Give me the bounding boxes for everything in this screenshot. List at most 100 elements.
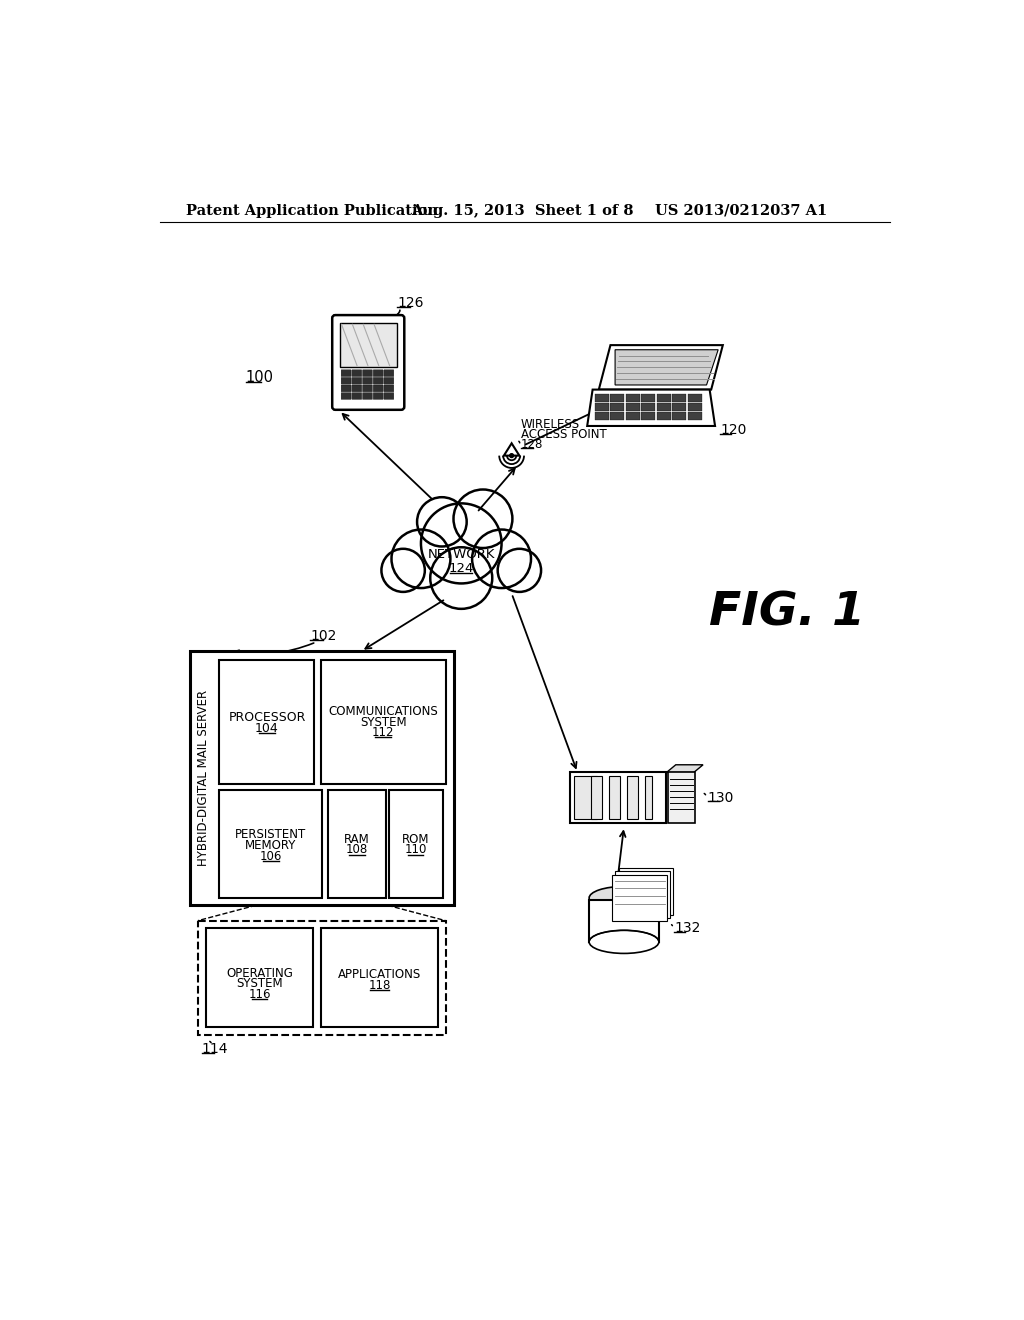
Bar bbox=[627, 776, 638, 818]
Text: 118: 118 bbox=[369, 979, 391, 991]
FancyBboxPatch shape bbox=[384, 392, 394, 400]
FancyBboxPatch shape bbox=[384, 378, 394, 384]
FancyBboxPatch shape bbox=[352, 378, 361, 384]
FancyBboxPatch shape bbox=[373, 370, 383, 376]
Bar bbox=[389, 789, 442, 898]
Text: ROM: ROM bbox=[401, 833, 429, 846]
Text: 106: 106 bbox=[260, 850, 282, 862]
Text: 112: 112 bbox=[372, 726, 394, 739]
Text: RAM: RAM bbox=[344, 833, 370, 846]
Bar bbox=[610, 395, 625, 401]
Text: 124: 124 bbox=[449, 561, 474, 574]
Bar bbox=[329, 789, 386, 898]
Text: 116: 116 bbox=[248, 989, 270, 1001]
Ellipse shape bbox=[589, 887, 658, 909]
Bar bbox=[595, 412, 609, 420]
Bar bbox=[673, 395, 686, 401]
Circle shape bbox=[417, 498, 467, 546]
Bar bbox=[206, 928, 313, 1027]
FancyBboxPatch shape bbox=[362, 385, 373, 392]
Text: PROCESSOR: PROCESSOR bbox=[228, 711, 305, 723]
Bar bbox=[688, 404, 701, 411]
Bar bbox=[688, 395, 701, 401]
Text: WIRELESS: WIRELESS bbox=[521, 418, 580, 432]
Text: PERSISTENT: PERSISTENT bbox=[236, 828, 306, 841]
Bar bbox=[340, 323, 396, 367]
Text: 108: 108 bbox=[346, 843, 368, 857]
Text: US 2013/0212037 A1: US 2013/0212037 A1 bbox=[655, 203, 827, 218]
FancyBboxPatch shape bbox=[341, 378, 351, 384]
Text: MEMORY: MEMORY bbox=[245, 838, 297, 851]
Bar bbox=[609, 776, 621, 818]
Bar bbox=[688, 412, 701, 420]
FancyBboxPatch shape bbox=[373, 392, 383, 400]
Polygon shape bbox=[504, 444, 519, 455]
Polygon shape bbox=[599, 345, 723, 389]
Circle shape bbox=[430, 548, 493, 609]
Text: 130: 130 bbox=[708, 791, 734, 804]
FancyBboxPatch shape bbox=[362, 392, 373, 400]
FancyBboxPatch shape bbox=[384, 385, 394, 392]
Bar bbox=[641, 395, 655, 401]
Text: 132: 132 bbox=[675, 921, 700, 936]
Bar bbox=[219, 660, 314, 784]
Polygon shape bbox=[618, 869, 673, 915]
FancyBboxPatch shape bbox=[362, 378, 373, 384]
Bar bbox=[673, 404, 686, 411]
Circle shape bbox=[381, 549, 425, 591]
Bar bbox=[657, 395, 671, 401]
Polygon shape bbox=[667, 764, 703, 772]
Text: 100: 100 bbox=[246, 371, 273, 385]
Circle shape bbox=[421, 503, 502, 583]
Polygon shape bbox=[615, 350, 718, 385]
Circle shape bbox=[472, 529, 531, 589]
FancyBboxPatch shape bbox=[341, 370, 351, 376]
Bar bbox=[592, 776, 602, 818]
Text: HYBRID-DIGITAL MAIL SERVER: HYBRID-DIGITAL MAIL SERVER bbox=[198, 690, 211, 866]
Bar bbox=[626, 395, 640, 401]
Circle shape bbox=[510, 454, 514, 458]
Text: 102: 102 bbox=[310, 628, 337, 643]
FancyBboxPatch shape bbox=[352, 392, 361, 400]
Circle shape bbox=[498, 549, 541, 591]
Text: 126: 126 bbox=[397, 296, 424, 310]
Ellipse shape bbox=[589, 931, 658, 953]
FancyBboxPatch shape bbox=[384, 370, 394, 376]
Text: COMMUNICATIONS: COMMUNICATIONS bbox=[329, 705, 438, 718]
Text: 120: 120 bbox=[721, 422, 746, 437]
Text: 104: 104 bbox=[255, 722, 279, 735]
Bar bbox=[657, 412, 671, 420]
FancyBboxPatch shape bbox=[352, 385, 361, 392]
Bar bbox=[595, 395, 609, 401]
Polygon shape bbox=[615, 871, 670, 917]
Bar bbox=[645, 776, 652, 818]
FancyBboxPatch shape bbox=[352, 370, 361, 376]
Circle shape bbox=[391, 529, 451, 589]
Bar bbox=[322, 928, 438, 1027]
Bar bbox=[668, 772, 695, 822]
FancyBboxPatch shape bbox=[341, 385, 351, 392]
Text: 110: 110 bbox=[404, 843, 427, 857]
Bar bbox=[589, 899, 658, 942]
Bar bbox=[321, 660, 445, 784]
FancyBboxPatch shape bbox=[341, 392, 351, 400]
Text: Aug. 15, 2013  Sheet 1 of 8: Aug. 15, 2013 Sheet 1 of 8 bbox=[411, 203, 634, 218]
Bar bbox=[673, 412, 686, 420]
Polygon shape bbox=[587, 389, 715, 426]
Bar bbox=[610, 404, 625, 411]
Bar bbox=[626, 412, 640, 420]
Text: ACCESS POINT: ACCESS POINT bbox=[521, 428, 606, 441]
Text: SYSTEM: SYSTEM bbox=[237, 977, 283, 990]
Bar bbox=[219, 789, 323, 898]
Text: SYSTEM: SYSTEM bbox=[359, 715, 407, 729]
Bar bbox=[641, 412, 655, 420]
Text: OPERATING: OPERATING bbox=[226, 966, 293, 979]
FancyBboxPatch shape bbox=[362, 370, 373, 376]
FancyBboxPatch shape bbox=[373, 378, 383, 384]
FancyBboxPatch shape bbox=[332, 315, 404, 409]
Bar bbox=[641, 404, 655, 411]
Text: NETWORK: NETWORK bbox=[427, 548, 495, 561]
FancyBboxPatch shape bbox=[373, 385, 383, 392]
Polygon shape bbox=[612, 874, 667, 921]
Text: APPLICATIONS: APPLICATIONS bbox=[338, 968, 421, 981]
